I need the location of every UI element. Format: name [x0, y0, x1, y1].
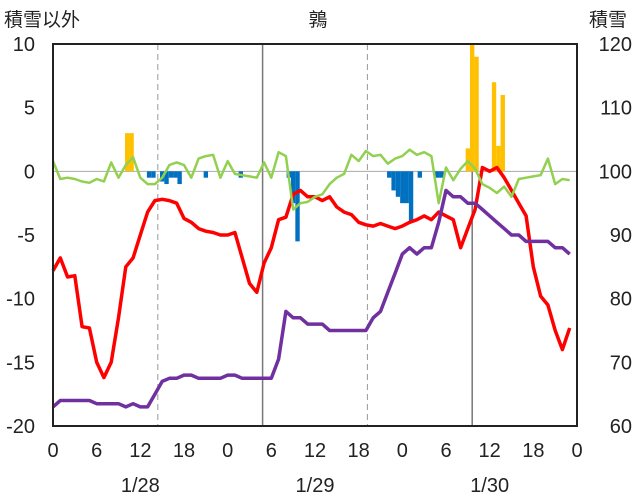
right-tick-label: 100	[599, 161, 632, 183]
x-tick-label: 12	[479, 440, 501, 462]
x-tick-label: 18	[522, 440, 544, 462]
left-axis-title: 積雪以外	[4, 9, 80, 31]
x-tick-label: 0	[222, 440, 233, 462]
series-line	[51, 188, 571, 409]
bar	[491, 82, 497, 172]
x-tick-label: 6	[440, 440, 451, 462]
right-tick-label: 90	[610, 225, 632, 247]
bar	[435, 171, 440, 178]
left-tick-label: 0	[24, 161, 35, 183]
left-tick-label: -10	[6, 289, 35, 311]
left-tick-label: 10	[13, 34, 35, 56]
bar	[474, 56, 479, 172]
right-tick-label: 110	[600, 98, 632, 120]
x-tick-label: 6	[91, 440, 102, 462]
bar	[417, 171, 422, 178]
bar	[387, 171, 392, 178]
right-tick-label: 60	[610, 416, 632, 438]
right-axis-title: 積雪	[589, 9, 627, 31]
bar	[408, 171, 414, 223]
right-tick-label: 120	[599, 34, 632, 56]
bar-series	[125, 44, 505, 242]
date-label: 1/29	[296, 475, 335, 497]
bar	[177, 171, 182, 185]
plot-frame	[52, 43, 578, 427]
bar	[168, 171, 174, 178]
left-tick-label: -20	[6, 416, 35, 438]
bar	[391, 171, 396, 191]
chart-title: 鶉	[308, 9, 327, 31]
bar	[500, 94, 505, 172]
date-labels: 1/28 1/29 1/30	[121, 475, 509, 497]
left-axis-ticks: 10 5 0 -5 -10 -15 -20	[6, 34, 35, 438]
bar	[439, 171, 444, 178]
bar	[173, 171, 178, 178]
x-tick-label: 0	[397, 440, 408, 462]
line-series	[51, 148, 572, 409]
bar	[404, 171, 409, 204]
right-axis-ticks: 120 110 100 90 80 70 60	[599, 34, 632, 438]
bar	[496, 145, 501, 172]
bar	[164, 171, 169, 185]
bar	[203, 171, 209, 178]
bar	[129, 133, 134, 172]
series-line	[51, 148, 570, 211]
x-tick-label: 12	[129, 440, 151, 462]
left-tick-label: 5	[24, 98, 35, 120]
right-tick-label: 80	[610, 289, 632, 311]
bar	[151, 171, 156, 178]
x-axis-ticks: 0 6 12 18 0 6 12 18 0 6 12 18 0	[47, 440, 582, 462]
x-tick-label: 18	[348, 440, 370, 462]
date-label: 1/28	[121, 475, 160, 497]
bar	[290, 171, 296, 204]
bar	[400, 171, 405, 204]
right-tick-label: 70	[610, 352, 632, 374]
x-tick-label: 12	[304, 440, 326, 462]
x-tick-label: 18	[173, 440, 195, 462]
bar	[146, 171, 152, 178]
left-tick-label: -5	[17, 225, 35, 247]
x-tick-label: 0	[47, 440, 58, 462]
x-tick-label: 0	[571, 440, 582, 462]
x-tick-label: 6	[266, 440, 277, 462]
bar	[395, 171, 401, 197]
date-label: 1/30	[470, 475, 509, 497]
bar	[470, 44, 475, 172]
left-tick-label: -15	[6, 352, 35, 374]
bar	[125, 133, 130, 172]
series-line	[51, 165, 572, 380]
grid-lines	[53, 44, 577, 426]
